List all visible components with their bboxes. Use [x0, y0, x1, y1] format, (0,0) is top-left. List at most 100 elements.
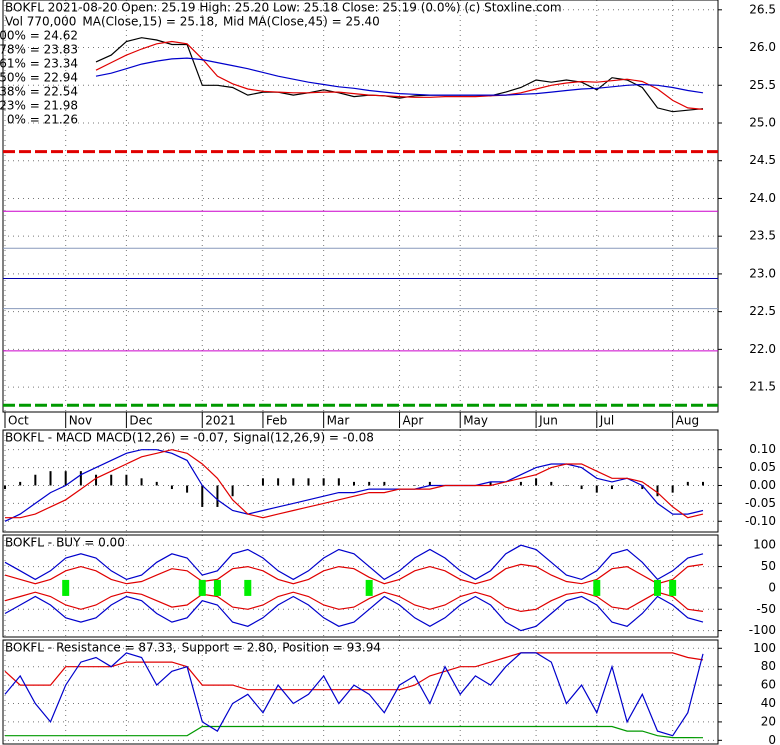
histogram-bar	[428, 481, 431, 486]
panel-title: BOKFL -	[5, 641, 52, 655]
signal-marker	[669, 579, 677, 596]
histogram-bar	[565, 485, 568, 486]
panel-title: BOKFL - MACD	[5, 431, 92, 445]
x-tick-label: Mar	[327, 414, 350, 428]
histogram-bar	[610, 485, 613, 490]
histogram-bar	[19, 481, 22, 486]
series-line	[4, 652, 704, 691]
signal-marker	[244, 579, 252, 596]
histogram-bar	[641, 485, 644, 490]
y-tick-label: 25.0	[749, 115, 776, 129]
signal-marker	[198, 579, 206, 596]
histogram-bar	[595, 485, 598, 493]
volume-label: Vol 770,000	[5, 15, 76, 29]
y-tick-label: 60	[761, 678, 776, 692]
histogram-bar	[125, 474, 128, 486]
legend-entry: MACD(12,26) = -0.07,	[96, 431, 228, 445]
x-tick-label: Nov	[69, 414, 92, 428]
histogram-bar	[186, 485, 189, 493]
panel-title: BOKFL -	[5, 536, 52, 550]
y-tick-label: 0.10	[749, 442, 776, 456]
level-label: 100% = 24.62	[0, 29, 78, 43]
level-label: 78% = 23.83	[0, 43, 78, 57]
histogram-bar	[398, 485, 401, 486]
series-line	[95, 40, 704, 110]
histogram-bar	[155, 481, 158, 486]
histogram-bar	[292, 478, 295, 486]
series-line	[4, 449, 704, 522]
histogram-bar	[519, 481, 522, 486]
histogram-bar	[110, 474, 113, 486]
series-line	[95, 57, 704, 96]
series-line	[4, 595, 704, 632]
y-tick-label: 80	[761, 659, 776, 673]
level-label: 50% = 22.94	[0, 71, 78, 85]
histogram-bar	[231, 485, 234, 497]
panel-frame	[2, 429, 719, 533]
y-tick-label: 22.0	[749, 342, 776, 356]
y-tick-label: 100	[753, 641, 776, 655]
y-tick-label: -0.10	[745, 514, 776, 528]
series-line	[5, 725, 704, 739]
y-tick-label: 22.5	[749, 304, 776, 318]
histogram-bar	[277, 478, 280, 486]
y-tick-label: 26.0	[749, 40, 776, 54]
histogram-bar	[504, 485, 507, 486]
histogram-bar	[383, 481, 386, 486]
histogram-bar	[34, 474, 37, 486]
y-tick-label: 100	[753, 538, 776, 552]
legend-entry: Resistance = 87.33,	[56, 641, 177, 655]
series-line	[4, 652, 704, 737]
histogram-bar	[626, 485, 629, 486]
histogram-bar	[322, 478, 325, 486]
histogram-bar	[64, 471, 67, 486]
x-tick-label: Dec	[129, 414, 152, 428]
histogram-bar	[49, 471, 52, 486]
histogram-bar	[489, 481, 492, 486]
y-tick-label: 0.00	[749, 478, 776, 492]
histogram-bar	[261, 478, 264, 486]
y-tick-label: 20	[761, 714, 776, 728]
histogram-bar	[79, 471, 82, 486]
legend-entry: Signal(12,26,9) = -0.08	[233, 431, 374, 445]
y-tick-label: 0	[768, 733, 776, 745]
y-tick-label: 24.5	[749, 153, 776, 167]
histogram-bar	[550, 481, 553, 486]
y-tick-label: 21.5	[749, 380, 776, 394]
histogram-bar	[170, 485, 173, 490]
histogram-bar	[413, 485, 416, 486]
x-tick-label: Jun	[538, 414, 558, 428]
histogram-bar	[140, 478, 143, 486]
legend-entry: MA(Close,15) = 25.18,	[82, 15, 218, 29]
histogram-bar	[307, 478, 310, 486]
histogram-bar	[201, 485, 204, 507]
panel-frame	[2, 0, 719, 413]
y-tick-label: 23.0	[749, 266, 776, 280]
x-tick-label: Oct	[8, 414, 29, 428]
series-line	[4, 544, 704, 581]
level-label: 0% = 21.26	[7, 113, 78, 127]
histogram-bar	[671, 485, 674, 493]
signal-marker	[62, 579, 70, 596]
y-tick-label: -50	[756, 602, 776, 616]
y-tick-label: -0.05	[745, 496, 776, 510]
x-tick-label: 2021	[205, 414, 236, 428]
y-tick-label: 26.5	[749, 2, 776, 16]
y-tick-label: 23.5	[749, 229, 776, 243]
x-tick-label: Apr	[403, 414, 424, 428]
signal-marker	[593, 579, 601, 596]
histogram-bar	[702, 481, 704, 486]
histogram-bar	[246, 485, 249, 486]
histogram-bar	[368, 481, 371, 486]
signal-marker	[213, 579, 221, 596]
series-line	[5, 449, 704, 519]
histogram-bar	[535, 478, 538, 486]
histogram-bar	[216, 485, 219, 507]
histogram-bar	[337, 478, 340, 486]
x-tick-label: Aug	[676, 414, 699, 428]
histogram-bar	[353, 481, 355, 486]
histogram-bar	[4, 485, 6, 490]
level-label: 61% = 23.34	[0, 57, 78, 71]
y-tick-label: 0	[768, 580, 776, 594]
